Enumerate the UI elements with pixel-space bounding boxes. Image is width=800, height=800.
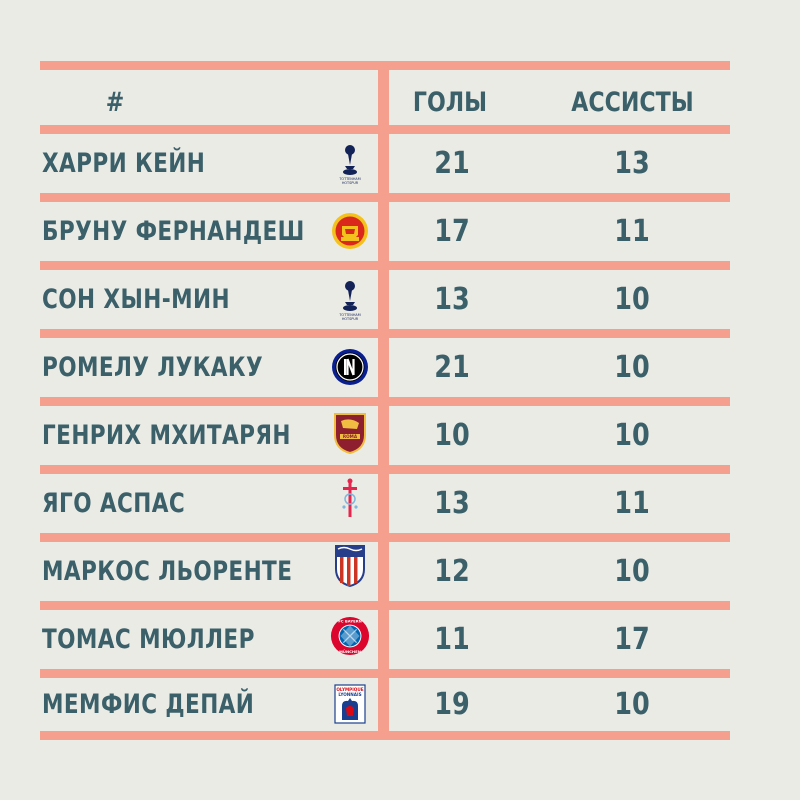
assists-value: 10: [614, 554, 650, 589]
tottenham-crest-icon: TOTTENHAM HOTSPUR: [330, 279, 370, 321]
assists-value: 10: [614, 418, 650, 453]
svg-text:OLYMPIQUE: OLYMPIQUE: [336, 687, 363, 692]
tottenham-crest-icon: TOTTENHAM HOTSPUR: [330, 143, 370, 185]
rank-header: #: [105, 86, 125, 118]
svg-text:MÜNCHEN: MÜNCHEN: [339, 649, 361, 654]
goals-value: 21: [434, 146, 470, 181]
player-name: ТОМАС МЮЛЛЕР: [42, 624, 255, 655]
column-divider: [378, 64, 389, 736]
goals-value: 13: [434, 486, 470, 521]
player-name: БРУНУ ФЕРНАНДЕШ: [42, 216, 305, 247]
bayern-crest-icon: FC BAYERN MÜNCHEN: [330, 616, 370, 656]
player-name: ХАРРИ КЕЙН: [42, 148, 206, 179]
player-name: ЯГО АСПАС: [42, 488, 186, 519]
assists-value: 11: [614, 214, 650, 249]
player-name: СОН ХЫН-МИН: [42, 284, 230, 315]
assists-value: 10: [614, 350, 650, 385]
goals-value: 13: [434, 282, 470, 317]
lyon-crest-icon: OLYMPIQUE LYONNAIS: [330, 684, 370, 724]
svg-text:HOTSPUR: HOTSPUR: [342, 317, 359, 321]
assists-value: 11: [614, 486, 650, 521]
goals-value: 11: [434, 622, 470, 657]
player-name: МЕМФИС ДЕПАЙ: [42, 689, 255, 720]
svg-text:FC BAYERN: FC BAYERN: [338, 619, 362, 624]
assists-value: 10: [614, 282, 650, 317]
roma-crest-icon: ROMA: [330, 413, 370, 455]
goals-value: 12: [434, 554, 470, 589]
player-name: МАРКОС ЛЬОРЕНТЕ: [42, 556, 293, 587]
atletico-crest-icon: [330, 545, 370, 587]
goals-header: ГОЛЫ: [412, 86, 488, 118]
goals-value: 19: [434, 687, 470, 722]
celta-crest-icon: [330, 478, 370, 519]
player-name: РОМЕЛУ ЛУКАКУ: [42, 352, 264, 383]
svg-text:LYONNAIS: LYONNAIS: [338, 692, 361, 697]
svg-text:HOTSPUR: HOTSPUR: [342, 181, 359, 185]
player-name: ГЕНРИХ МХИТАРЯН: [42, 420, 291, 451]
inter-crest-icon: [330, 347, 370, 387]
assists-value: 13: [614, 146, 650, 181]
svg-text:TOTTENHAM: TOTTENHAM: [338, 313, 360, 317]
assists-value: 10: [614, 687, 650, 722]
svg-text:TOTTENHAM: TOTTENHAM: [338, 177, 360, 181]
goals-value: 17: [434, 214, 470, 249]
assists-value: 17: [614, 622, 650, 657]
svg-text:ROMA: ROMA: [343, 434, 358, 439]
manchester-united-crest-icon: [330, 211, 370, 251]
goals-value: 21: [434, 350, 470, 385]
goals-value: 10: [434, 418, 470, 453]
assists-header: АССИСТЫ: [571, 86, 694, 118]
